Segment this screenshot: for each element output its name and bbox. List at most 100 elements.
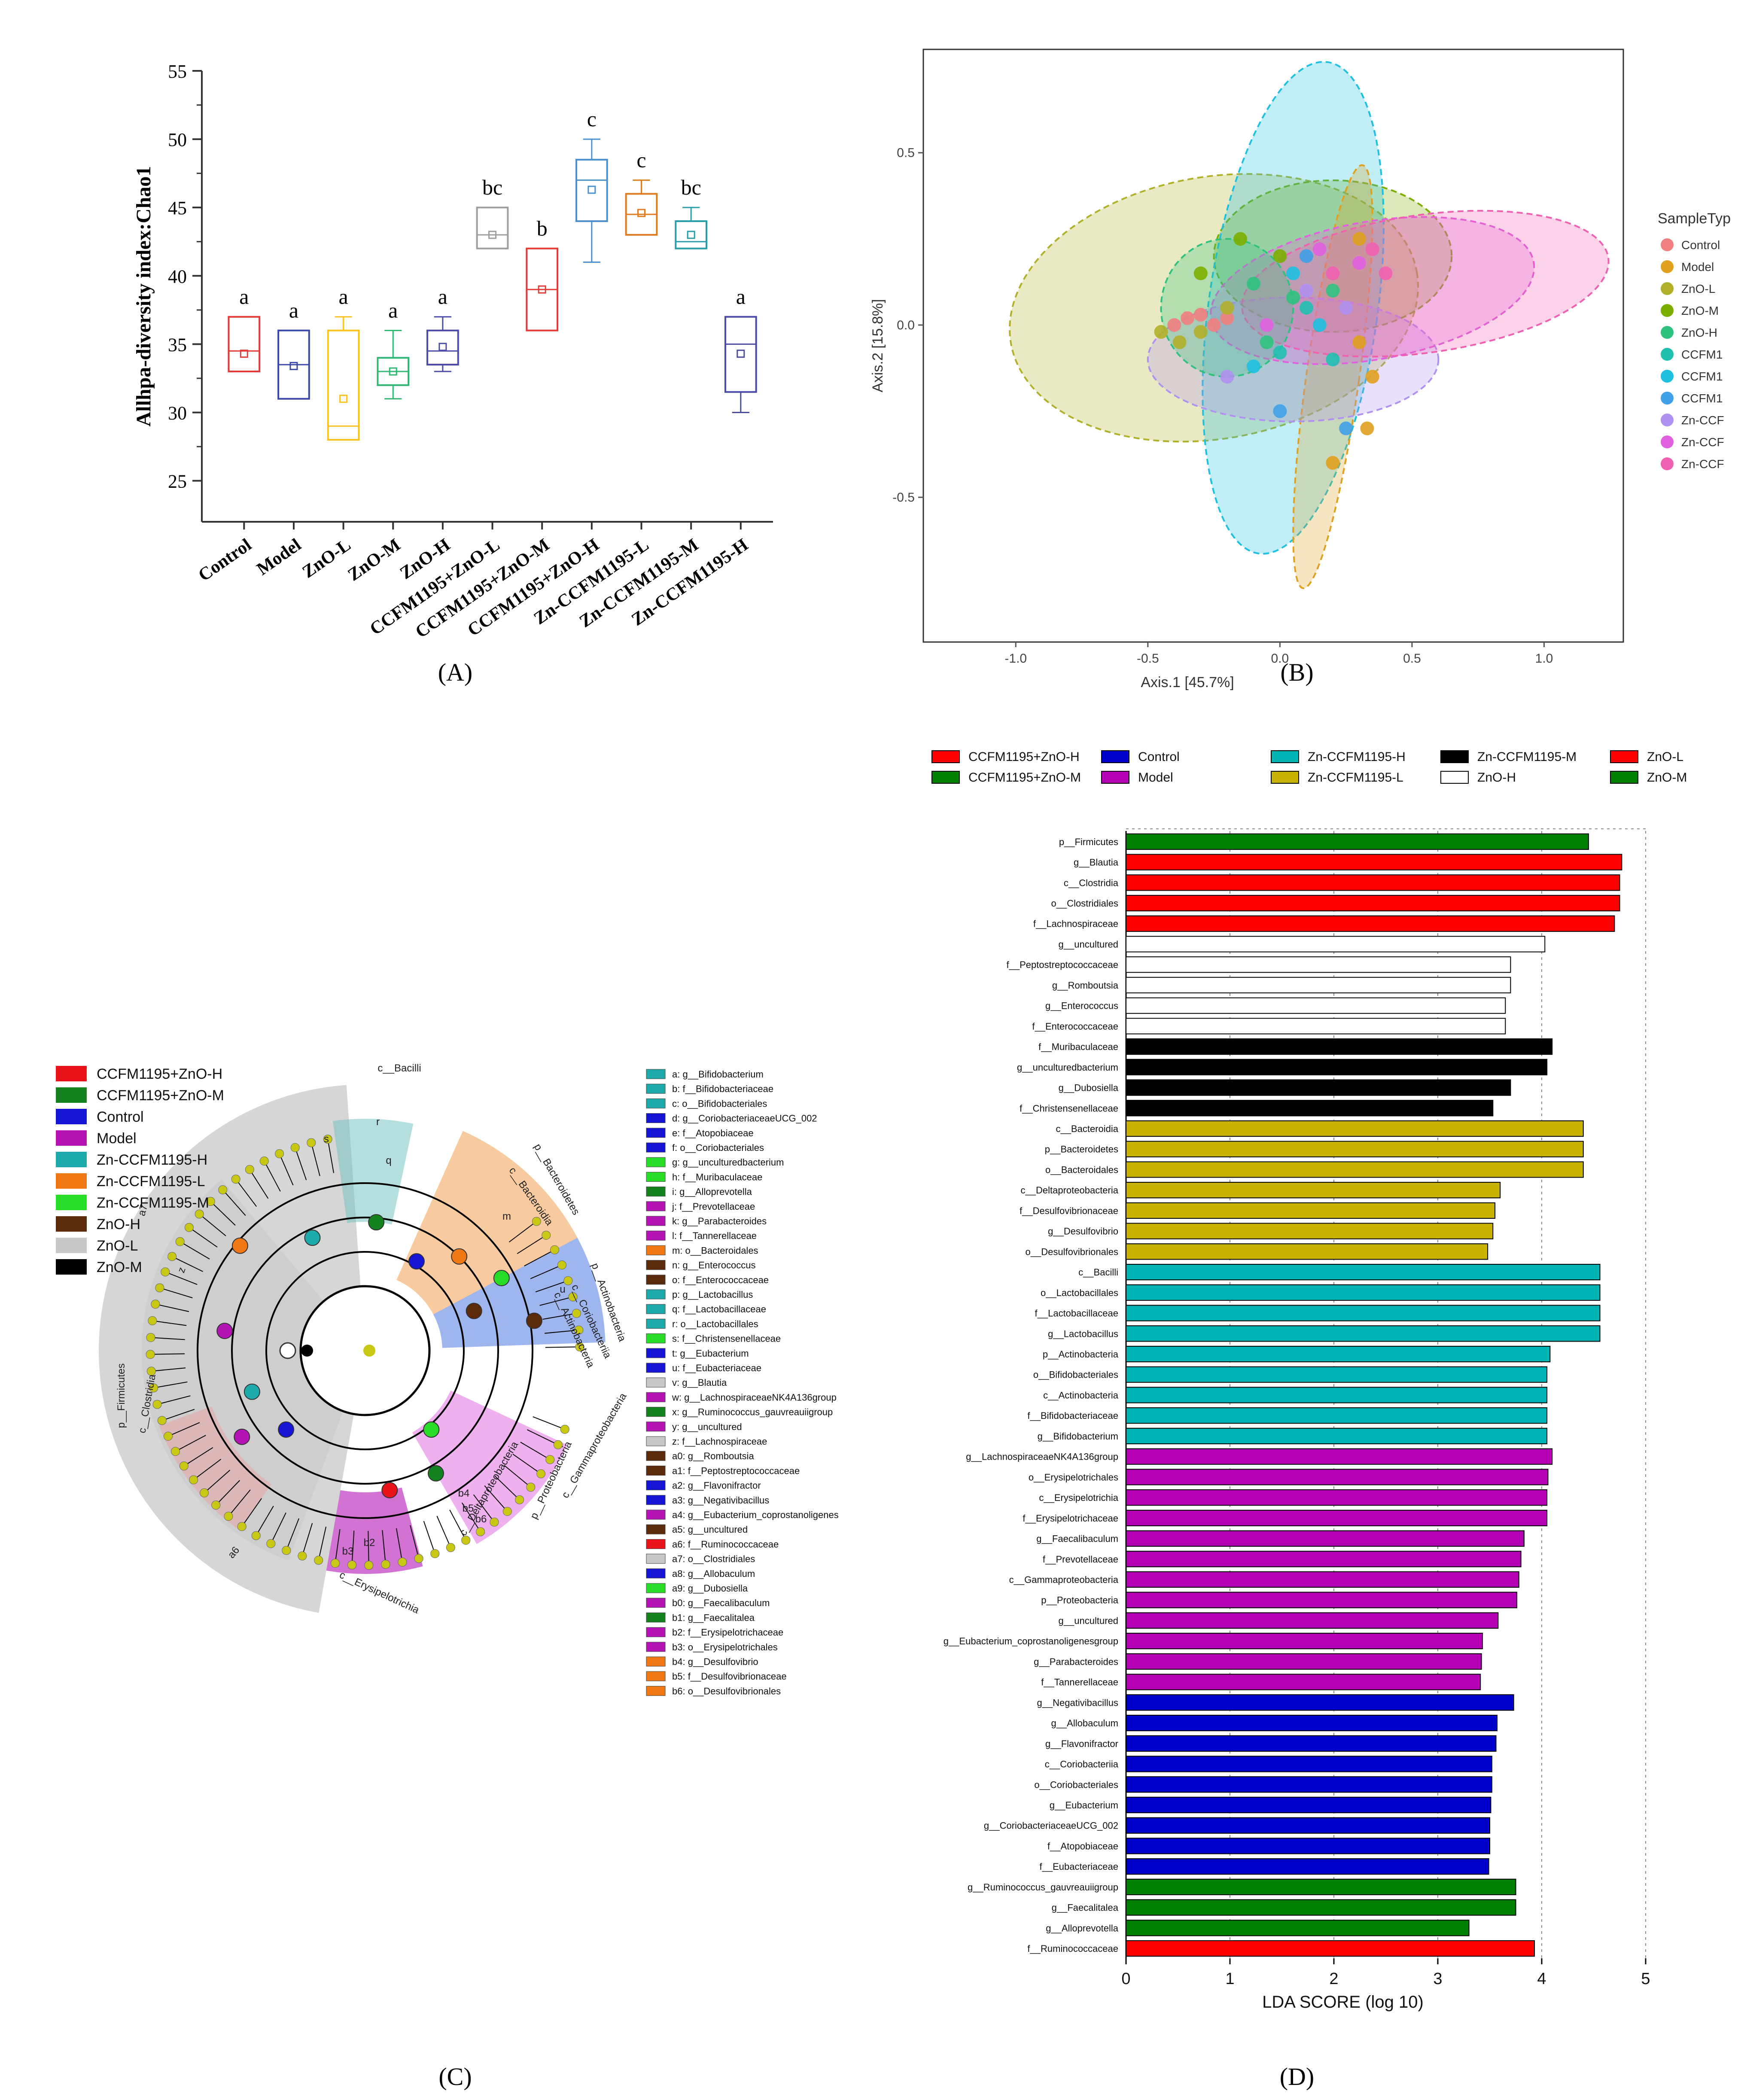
legend-label: Control	[1681, 238, 1720, 252]
lda-bar	[1126, 1018, 1506, 1035]
lda-bar	[1126, 936, 1546, 953]
clade-node	[428, 1465, 444, 1482]
legend-swatch	[1661, 282, 1674, 295]
legend-swatch	[56, 1152, 87, 1167]
legend-label: ZnO-H	[1477, 770, 1516, 785]
bar-label: p__Actinobacteria	[1043, 1349, 1119, 1360]
bar-label: f__Atopobiaceae	[1047, 1841, 1118, 1851]
tree-branch	[539, 1296, 573, 1306]
legend-label: ZnO-M	[1681, 304, 1719, 317]
legend-swatch	[56, 1216, 87, 1232]
significance-letter: a	[239, 285, 249, 309]
legend-label: Zn-CCF	[1681, 414, 1724, 427]
sample-point	[1365, 370, 1379, 384]
key-label: a3: g__Negativibacillus	[672, 1495, 769, 1506]
legend-swatch	[1661, 435, 1674, 448]
bar-label: o__Erysipelotrichales	[1029, 1472, 1118, 1482]
legend-swatch	[1661, 392, 1674, 405]
key-swatch	[646, 1612, 666, 1622]
key-swatch	[646, 1671, 666, 1681]
legend-swatch	[1661, 348, 1674, 361]
legend-label: ZnO-H	[1681, 326, 1717, 339]
key-label: a9: g__Dubosiella	[672, 1583, 748, 1594]
box-rect	[426, 329, 459, 366]
bar-label: f__Desulfovibrionaceae	[1020, 1205, 1118, 1216]
lda-bar	[1126, 997, 1506, 1014]
lda-bar	[1126, 1407, 1548, 1424]
tree-leaf-node	[446, 1543, 455, 1552]
tree-branch	[508, 1221, 537, 1243]
clade-label: u	[560, 1284, 565, 1295]
tree-leaf-node	[330, 1558, 340, 1568]
tree-branch	[318, 1526, 327, 1561]
legend-swatch	[931, 771, 960, 784]
tree-leaf-node	[195, 1209, 204, 1219]
key-swatch	[646, 1245, 666, 1255]
tree-branch	[286, 1518, 299, 1551]
key-label: w: g__LachnospiraceaeNK4A136group	[672, 1392, 837, 1403]
box-rect	[675, 220, 708, 250]
tree-branch	[264, 1161, 281, 1192]
tree-leaf-node	[515, 1495, 524, 1504]
sample-point	[1193, 266, 1208, 280]
legend-label: CCFM1195+ZnO-H	[97, 1066, 222, 1082]
bar-label: g__Faecalitalea	[1052, 1902, 1119, 1913]
bar-label: f__Prevotellaceae	[1043, 1554, 1118, 1564]
tree-branch	[155, 1303, 189, 1312]
sample-point	[1246, 359, 1260, 374]
tree-leaf-node	[574, 1325, 584, 1335]
key-swatch	[646, 1113, 666, 1123]
lda-bar	[1126, 1100, 1494, 1117]
tree-leaf-node	[490, 1517, 499, 1527]
tree-branch	[152, 1320, 187, 1326]
x-tick-label: 1	[1225, 1970, 1234, 1988]
tree-leaf-node	[148, 1316, 157, 1325]
x-tick-label: -0.5	[1137, 651, 1159, 666]
x-tick-label: 1.0	[1535, 651, 1553, 666]
legend-swatch	[1271, 750, 1299, 763]
bar-label: f__Lactobacillaceae	[1035, 1308, 1118, 1319]
clade-label: r	[376, 1116, 380, 1128]
bar-label: o__Coriobacteriales	[1034, 1779, 1118, 1790]
tree-branch	[310, 1142, 320, 1176]
tree-leaf-node	[259, 1157, 269, 1166]
tree-leaf-node	[200, 1488, 209, 1497]
lda-bar	[1126, 1653, 1482, 1670]
box-rect	[575, 158, 608, 222]
lda-bar	[1126, 1469, 1549, 1485]
tree-leaf-node	[414, 1554, 423, 1563]
key-label: a8: g__Allobaculum	[672, 1568, 755, 1579]
lda-bar	[1126, 1878, 1516, 1896]
key-label: a0: g__Romboutsia	[672, 1451, 755, 1461]
tree-branch	[473, 1494, 495, 1522]
bar-label: o__Clostridiales	[1051, 898, 1118, 909]
key-label: r: o__Lactobacillales	[672, 1318, 758, 1329]
tree-leaf-node	[189, 1475, 198, 1485]
key-swatch	[646, 1583, 666, 1593]
sample-point	[1286, 266, 1300, 280]
tree-branch	[494, 1476, 520, 1500]
key-label: s: f__Christensenellaceae	[672, 1333, 781, 1344]
bar-label: o__Bifidobacteriales	[1033, 1370, 1118, 1380]
key-label: b4: g__Desulfovibrio	[672, 1656, 758, 1667]
key-label: a2: g__Flavonifractor	[672, 1480, 761, 1491]
confidence-ellipse	[1241, 210, 1610, 358]
key-label: j: f__Prevotellaceae	[672, 1201, 755, 1212]
tree-leaf-node	[526, 1482, 536, 1492]
bar-label: g__Romboutsia	[1052, 980, 1119, 991]
bar-label: c__Bacteroidia	[1056, 1123, 1118, 1134]
y-tick-label: 35	[168, 334, 187, 355]
key-label: z: f__Lachnospiraceae	[672, 1436, 767, 1447]
legend-swatch	[56, 1238, 87, 1253]
sample-point	[1339, 421, 1353, 435]
sample-point	[1299, 249, 1313, 263]
key-label: u: f__Eubacteriaceae	[672, 1363, 761, 1373]
tree-leaf-node	[563, 1276, 573, 1285]
bar-label: g__Parabacteroides	[1034, 1656, 1118, 1667]
key-swatch	[646, 1554, 666, 1564]
bar-label: c__Gammaproteobacteria	[1009, 1574, 1119, 1585]
lda-bar	[1126, 1530, 1525, 1547]
significance-letter: a	[388, 298, 398, 323]
clade-bacilli-shade	[332, 1118, 414, 1225]
